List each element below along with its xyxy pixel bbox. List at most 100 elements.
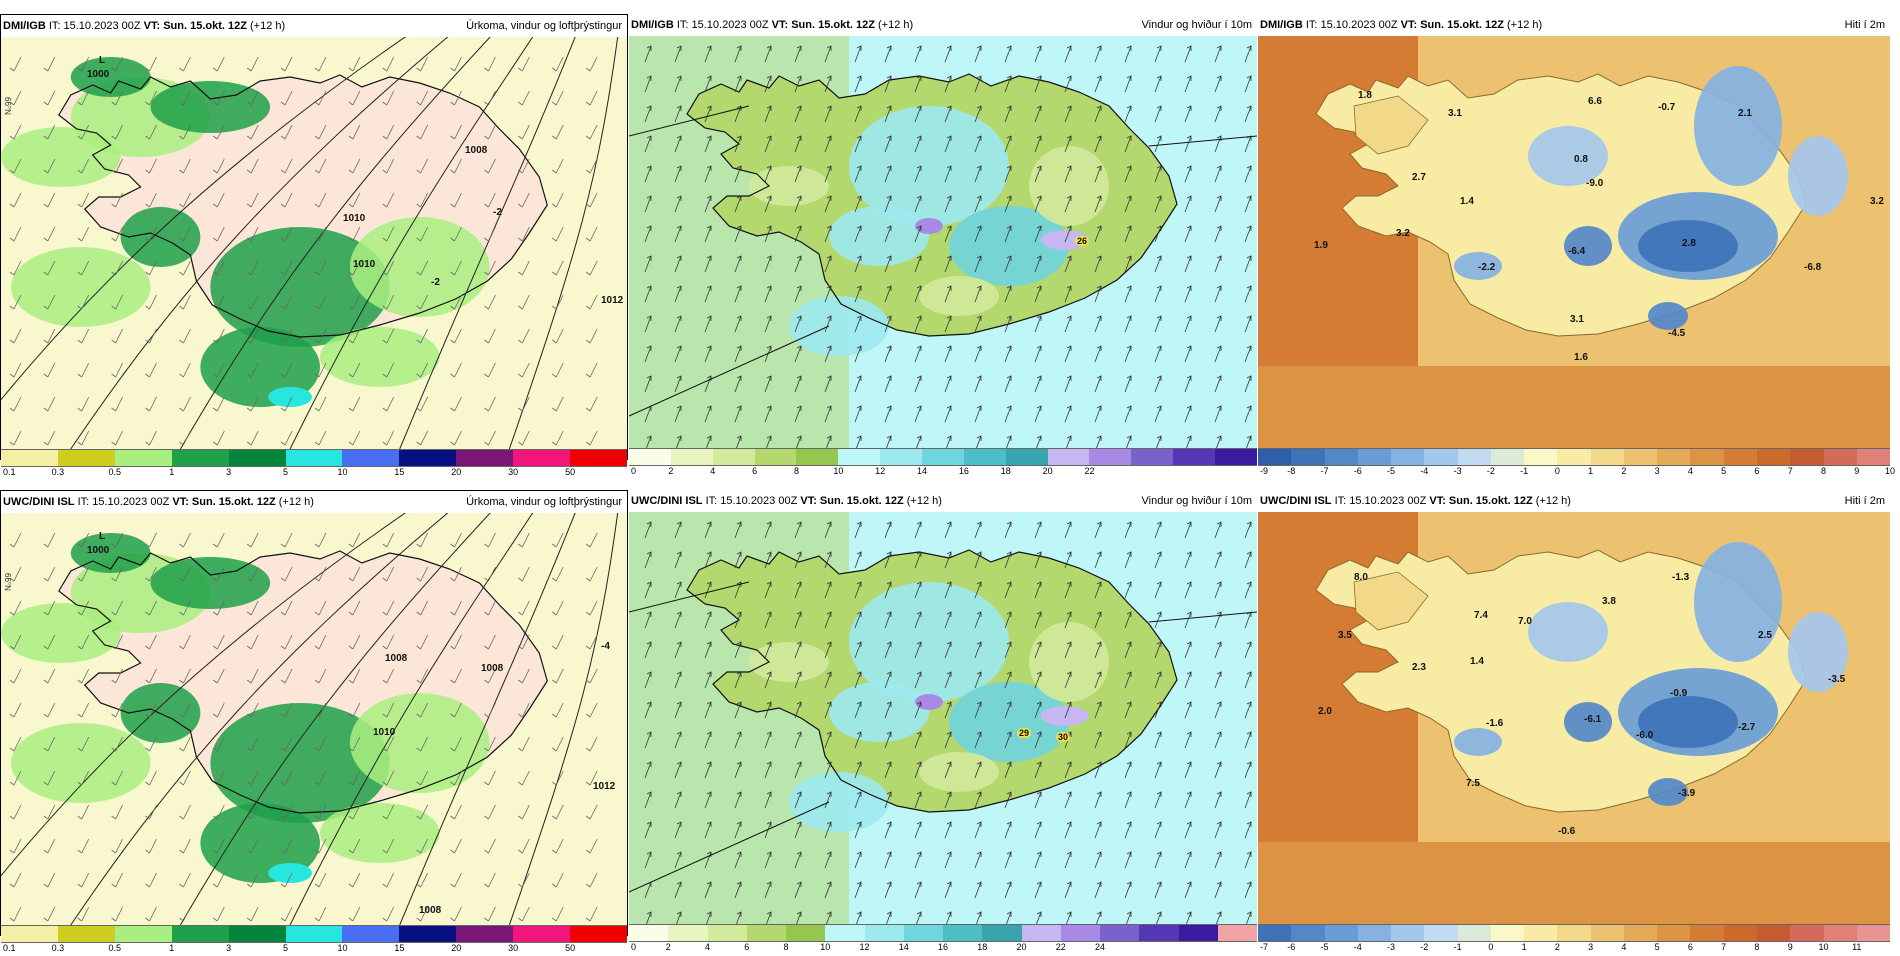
- legend-swatch: [399, 450, 457, 466]
- legend-tick-label: -7: [1320, 466, 1329, 476]
- legend-swatch: [228, 926, 286, 942]
- legend-swatch: [228, 450, 286, 466]
- legend-swatch: [1324, 925, 1358, 941]
- legend-swatch: [1590, 925, 1624, 941]
- legend-tick-label: 6: [1754, 466, 1760, 476]
- model-name: DMI/IGB: [1260, 19, 1303, 31]
- panel-title: Vindur og hviður í 10m: [1141, 495, 1252, 507]
- legend-swatch: [513, 450, 571, 466]
- init-time: IT: 15.10.2023 00Z: [1334, 495, 1427, 507]
- legend-swatch: [1690, 925, 1724, 941]
- legend-tick-label: 12: [875, 466, 886, 476]
- legend-tick-label: 12: [859, 942, 870, 952]
- legend-swatch: [825, 925, 865, 941]
- latitude-label: 66°N: [3, 97, 12, 115]
- legend-swatch: [796, 449, 839, 465]
- map-value-label: -0.9: [1670, 688, 1688, 699]
- valid-time-label: VT:: [172, 496, 189, 508]
- legend-tick-label: 5: [1721, 466, 1727, 476]
- legend-tick-label: 0: [1488, 942, 1494, 952]
- legend-tick-label: 9: [1787, 942, 1793, 952]
- map-value-label: 1.9: [1314, 240, 1328, 251]
- legend-ticks: 0 2 4 6 8 10 12 14 16 18 20 22: [629, 465, 1257, 479]
- legend-swatch: [746, 925, 786, 941]
- legend-swatch: [1217, 925, 1257, 941]
- legend-swatch: [864, 925, 904, 941]
- legend-swatch: [1723, 449, 1757, 465]
- legend-swatch: [1291, 449, 1325, 465]
- legend-ticks: -7 -6 -5 -4 -3 -2 -1 0 1 2 3 4 5 6 7 8 9 10 11: [1258, 941, 1890, 955]
- weather-map: L 1000 1008 1010 1010 1012 -2 -2 66°N: [1, 37, 627, 449]
- legend-swatch: [399, 926, 457, 942]
- init-time: IT: 15.10.2023 00Z: [77, 496, 170, 508]
- panel-header: DMI/IGB IT: 15.10.2023 00Z VT: Sun. 15.o…: [1258, 14, 1890, 36]
- legend-swatch: [1524, 449, 1558, 465]
- map-value-label: 3.1: [1448, 108, 1462, 119]
- legend-tick-label: 20: [451, 467, 462, 477]
- legend-tick-label: 3: [226, 467, 232, 477]
- map-value-label: 2.1: [1738, 108, 1752, 119]
- legend-swatch: [1457, 449, 1491, 465]
- legend-tick-label: 22: [1084, 466, 1095, 476]
- map-graphic: [1, 37, 627, 449]
- map-value-label: 3.2: [1870, 196, 1884, 207]
- map-value-label: 1012: [593, 781, 616, 792]
- legend-tick-label: 0.1: [3, 943, 16, 953]
- weather-map: 29 30: [629, 512, 1257, 924]
- map-value-label: -2.7: [1738, 722, 1756, 733]
- panel-header: UWC/DINI ISL IT: 15.10.2023 00Z VT: Sun.…: [1, 491, 627, 513]
- lead-time: (+12 h): [1535, 495, 1571, 507]
- legend-tick-label: 0.3: [51, 943, 65, 953]
- legend-swatch: [1490, 925, 1525, 941]
- model-name: DMI/IGB: [631, 19, 674, 31]
- map-value-label: -3.9: [1678, 788, 1696, 799]
- legend-swatch: [1089, 449, 1132, 465]
- legend-tick-label: 10: [1884, 466, 1896, 476]
- legend-swatch: [712, 449, 755, 465]
- map-value-label: 2.5: [1758, 630, 1772, 641]
- lead-time: (+12 h): [878, 19, 914, 31]
- legend-tick-label: 50: [565, 943, 576, 953]
- run-info: UWC/DINI ISL IT: 15.10.2023 00Z VT: Sun.…: [631, 490, 942, 512]
- map-value-label: 1008: [385, 653, 408, 664]
- legend-swatch: [171, 450, 229, 466]
- map-panel-temp: DMI/IGB IT: 15.10.2023 00Z VT: Sun. 15.o…: [1258, 14, 1895, 476]
- lead-time: (+12 h): [278, 496, 314, 508]
- legend-tick-label: 11: [1852, 942, 1862, 952]
- map-value-label: 1.4: [1470, 656, 1484, 667]
- legend-tick-label: 2: [668, 466, 674, 476]
- legend-tick-label: -2: [1420, 942, 1429, 952]
- legend-tick-label: 4: [704, 942, 711, 952]
- lead-time: (+12 h): [250, 20, 286, 32]
- legend-tick-label: -3: [1387, 942, 1396, 952]
- map-value-label: 30: [1056, 732, 1071, 742]
- legend-swatch: [1823, 925, 1857, 941]
- legend-swatch: [285, 450, 343, 466]
- panel-title: Úrkoma, vindur og loftþrýstingur: [466, 496, 622, 508]
- map-value-label: -9.0: [1586, 178, 1604, 189]
- legend-tick-label: 16: [937, 942, 949, 952]
- map-panel-precip: UWC/DINI ISL IT: 15.10.2023 00Z VT: Sun.…: [0, 490, 628, 953]
- legend-swatch: [1424, 925, 1458, 941]
- legend-swatch: [1524, 925, 1558, 941]
- weather-map: 26: [629, 36, 1257, 448]
- weather-map: L 1000 1008 1008 1010 1012 1008 -4 66°N: [1, 513, 627, 925]
- valid-time-label: VT:: [1429, 495, 1446, 507]
- map-value-label: 7.4: [1474, 610, 1488, 621]
- map-graphic: [629, 36, 1257, 448]
- legend-swatch: [754, 449, 797, 465]
- legend-ticks: 0.1 0.3 0.5 1 3 5 10 15 20 30 50: [1, 942, 627, 956]
- legend-tick-label: 14: [898, 942, 909, 952]
- legend-swatch: [1690, 449, 1724, 465]
- legend-swatch: [456, 450, 514, 466]
- legend-swatch: [1139, 925, 1179, 941]
- color-legend: [1, 925, 627, 943]
- lead-time: (+12 h): [906, 495, 942, 507]
- legend-tick-label: -4: [1420, 466, 1429, 476]
- legend-tick-label: 2: [1554, 942, 1560, 952]
- map-value-label: -4: [601, 641, 610, 652]
- legend-swatch: [1060, 925, 1100, 941]
- legend-swatch: [513, 926, 571, 942]
- legend-swatch: [1100, 925, 1140, 941]
- legend-tick-label: 1: [1588, 466, 1594, 476]
